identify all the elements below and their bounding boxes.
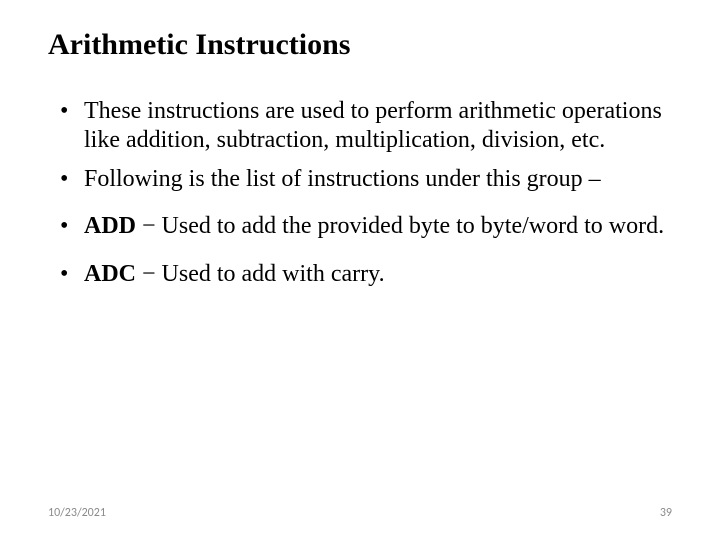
footer-page-number: 39 [660,506,672,520]
footer-date: 10/23/2021 [48,506,106,520]
instruction-name: ADD [84,213,136,239]
instruction-desc: − Used to add the provided byte to byte/… [136,213,664,239]
bullet-text: Following is the list of instructions un… [84,166,601,192]
slide-title: Arithmetic Instructions [48,28,672,63]
bullet-text: These instructions are used to perform a… [84,98,662,153]
bullet-item: Following is the list of instructions un… [84,165,672,194]
instruction-name: ADC [84,261,136,287]
slide-footer: 10/23/2021 39 [48,506,672,520]
bullet-item: ADD − Used to add the provided byte to b… [84,212,672,241]
bullet-item: These instructions are used to perform a… [84,97,672,156]
instruction-desc: − Used to add with carry. [136,261,385,287]
bullet-item: ADC − Used to add with carry. [84,260,672,289]
bullet-list: These instructions are used to perform a… [48,97,672,289]
slide: Arithmetic Instructions These instructio… [0,0,720,540]
